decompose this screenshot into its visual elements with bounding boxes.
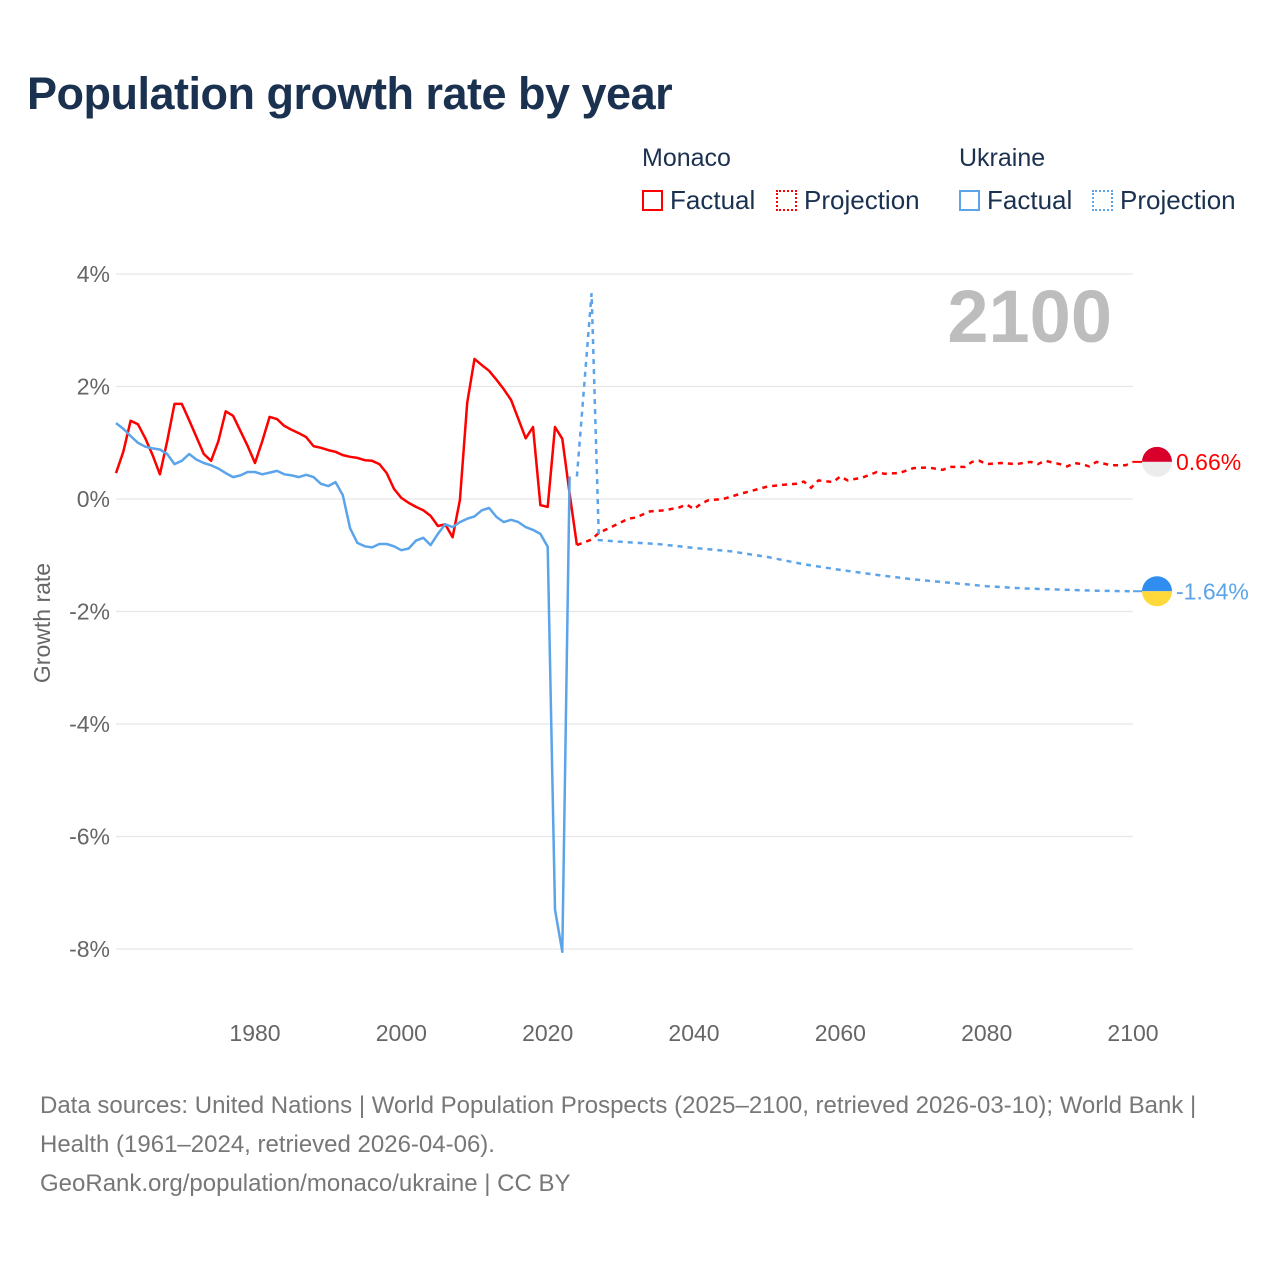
y-tick-label: -8%	[69, 936, 110, 962]
legend-swatch-dotted-blue	[1092, 190, 1113, 211]
legend-label: Projection	[1120, 185, 1236, 215]
y-tick-label: 4%	[77, 261, 110, 287]
y-tick-label: 0%	[77, 486, 110, 512]
monaco-factual-line	[114, 357, 579, 546]
series-lines	[114, 293, 1134, 954]
legend-label: Factual	[670, 185, 756, 215]
y-tick-label: -6%	[69, 824, 110, 850]
x-tick-label: 1980	[229, 1020, 280, 1046]
legend-monaco-title: Monaco	[642, 144, 731, 172]
monaco-flag-icon-bottom	[1142, 461, 1172, 477]
x-tick-label: 2080	[961, 1020, 1012, 1046]
x-tick-label: 2000	[376, 1020, 427, 1046]
ukraine-flag-icon-bottom	[1142, 591, 1172, 607]
y-tick-label: 2%	[77, 374, 110, 400]
footer-link[interactable]: GeoRank.org/population/monaco/ukraine | …	[40, 1170, 571, 1197]
legend-ukraine-projection[interactable]: Projection	[1092, 185, 1236, 216]
legend-swatch-dotted-red	[776, 190, 797, 211]
x-tick-label: 2060	[815, 1020, 866, 1046]
footer-sources: Data sources: United Nations | World Pop…	[40, 1092, 1197, 1158]
legend-swatch-solid-blue	[959, 190, 980, 211]
legend-ukraine-title: Ukraine	[959, 144, 1046, 172]
x-tick-label: 2040	[668, 1020, 719, 1046]
ukraine-projection-line	[575, 293, 1134, 593]
monaco-projection-line	[576, 459, 1134, 547]
legend-label: Factual	[987, 185, 1073, 215]
ukraine-flag-icon-top	[1142, 576, 1172, 592]
ukraine-factual-line	[115, 422, 571, 954]
chart-title: Population growth rate by year	[27, 68, 673, 119]
y-tick-label: -2%	[69, 599, 110, 625]
legend-label: Projection	[804, 185, 920, 215]
end-markers: 0.66% -1.64%	[1133, 446, 1249, 607]
y-tick-label: -4%	[69, 711, 110, 737]
year-watermark: 2100	[947, 275, 1112, 358]
monaco-flag-icon-top	[1142, 446, 1172, 462]
legend-ukraine-factual[interactable]: Factual	[959, 185, 1072, 216]
x-tick-label: 2100	[1107, 1020, 1158, 1046]
legend-swatch-solid-red	[642, 190, 663, 211]
chart-area: 4% 2% 0% -2% -4% -6% -8% 1980 2000 2020 2040 2060 20…	[29, 261, 1249, 1046]
legend-monaco-factual[interactable]: Factual	[642, 185, 755, 216]
x-tick-label: 2020	[522, 1020, 573, 1046]
grid: 4% 2% 0% -2% -4% -6% -8% 1980 2000 2020 2040 2060 20…	[69, 261, 1158, 1046]
legend-monaco-projection[interactable]: Projection	[776, 185, 920, 216]
y-axis-label: Growth rate	[29, 563, 55, 683]
ukraine-end-label: -1.64%	[1176, 578, 1249, 604]
monaco-end-label: 0.66%	[1176, 449, 1241, 475]
